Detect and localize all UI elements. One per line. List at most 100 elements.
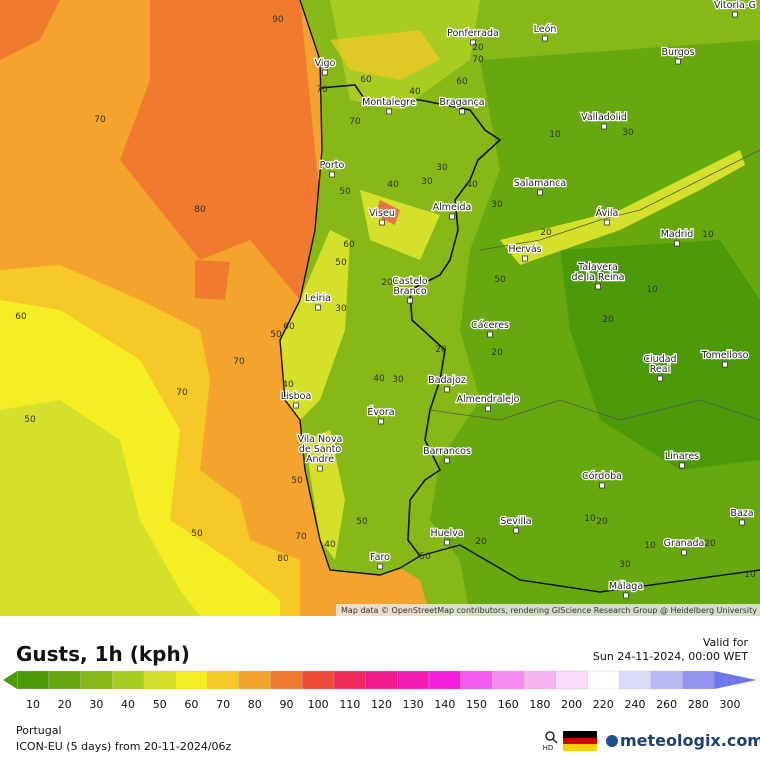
- city-marker: [317, 465, 323, 472]
- contour-label: 70: [316, 85, 328, 95]
- legend-swatch: [270, 670, 303, 690]
- legend-swatch: [48, 670, 81, 690]
- city-label: Cáceres: [471, 320, 509, 331]
- city-marker: [675, 58, 681, 65]
- city-label: Bragança: [439, 97, 484, 108]
- city-label: Huelva: [430, 528, 463, 539]
- city-marker: [513, 527, 519, 534]
- region: Portugal: [16, 724, 62, 737]
- contour-label: 70: [94, 115, 106, 125]
- city-label: Salamanca: [514, 178, 566, 189]
- legend-label: 300: [720, 698, 741, 711]
- contour-label: 50: [419, 552, 431, 562]
- city-label: de la Reina: [572, 272, 625, 283]
- contour-label: 50: [335, 258, 347, 268]
- city-label: Vitoria-G: [714, 0, 756, 11]
- contour-label: 70: [349, 117, 361, 127]
- city-marker: [449, 213, 455, 220]
- city-label: Vigo: [315, 58, 336, 69]
- legend-label: 130: [403, 698, 424, 711]
- legend-label: 140: [434, 698, 455, 711]
- contour-label: 60: [343, 240, 355, 250]
- city-label: Málaga: [609, 581, 643, 592]
- contour-label: 10: [702, 230, 714, 240]
- legend-swatch: [397, 670, 430, 690]
- valid-label: Valid for: [703, 636, 749, 649]
- contour-label: 40: [282, 380, 294, 390]
- city-label: Sevilla: [500, 516, 531, 527]
- contour-label: 30: [491, 200, 503, 210]
- contour-label: 50: [356, 517, 368, 527]
- legend-label: 180: [529, 698, 550, 711]
- city-marker: [601, 123, 607, 130]
- coastline: [279, 0, 760, 593]
- city-label: León: [534, 24, 557, 35]
- contour-label: 10: [744, 570, 756, 580]
- city-marker: [522, 255, 528, 262]
- city-marker: [444, 539, 450, 546]
- city-marker: [604, 219, 610, 226]
- legend-label: 160: [498, 698, 519, 711]
- legend-arrow: [714, 671, 757, 689]
- coastal-zone: [280, 230, 350, 420]
- contour-label: 70: [176, 388, 188, 398]
- zone-40: [0, 400, 200, 616]
- contour-label: 20: [596, 517, 608, 527]
- city-label: Almeida: [433, 202, 472, 213]
- contour-label: 50: [339, 187, 351, 197]
- contour-label: 10: [549, 130, 561, 140]
- flag: [563, 744, 597, 751]
- legend-label: 70: [216, 698, 230, 711]
- contour-label: 60: [283, 322, 295, 332]
- contour-label: 40: [324, 540, 336, 550]
- contour-label: 40: [409, 87, 421, 97]
- legend-swatch: [143, 670, 176, 690]
- city-marker: [599, 482, 605, 489]
- city-marker: [379, 219, 385, 226]
- contour-label: 20: [472, 43, 484, 53]
- city-marker: [293, 402, 299, 409]
- legend-label: 150: [466, 698, 487, 711]
- contour-label: 20: [540, 228, 552, 238]
- legend-arrow: [3, 671, 18, 689]
- legend-label: 40: [121, 698, 135, 711]
- city-label: Almendralejo: [457, 394, 520, 405]
- contour-label: 50: [494, 275, 506, 285]
- city-marker: [322, 69, 328, 76]
- zone-80: [120, 0, 320, 300]
- city-marker: [657, 375, 663, 382]
- legend-label: 240: [624, 698, 645, 711]
- attribution: Map data © OpenStreetMap contributors, r…: [341, 606, 757, 615]
- brand[interactable]: meteologix.com: [620, 731, 760, 750]
- contour-label: 30: [421, 177, 433, 187]
- contour-label: 30: [392, 375, 404, 385]
- city-label: Tomelloso: [701, 350, 749, 361]
- contour-label: 50: [191, 529, 203, 539]
- hd-badge[interactable]: HD: [543, 744, 554, 752]
- zone-80: [0, 0, 60, 60]
- contour-label: 80: [277, 554, 289, 564]
- contour-label: 60: [15, 312, 27, 322]
- city-marker: [722, 361, 728, 368]
- legend-swatch: [682, 670, 715, 690]
- contour-label: 50: [291, 476, 303, 486]
- legend-swatch: [587, 670, 620, 690]
- contour-label: 70: [295, 532, 307, 542]
- contour-label: 10: [584, 514, 596, 524]
- city-marker: [378, 418, 384, 425]
- city-marker: [679, 462, 685, 469]
- contour-label: 30: [622, 128, 634, 138]
- legend-label: 220: [593, 698, 614, 711]
- city-label: André: [306, 454, 334, 465]
- city-marker: [386, 108, 392, 115]
- city-label: Castelo: [392, 276, 428, 287]
- city-label: Córdoba: [582, 471, 622, 482]
- city-label: Granada: [664, 538, 705, 549]
- flag: [563, 731, 597, 738]
- legend-swatch: [112, 670, 145, 690]
- brand-logo: [606, 735, 618, 747]
- land-low-gust: [560, 240, 760, 470]
- city-marker: [329, 171, 335, 178]
